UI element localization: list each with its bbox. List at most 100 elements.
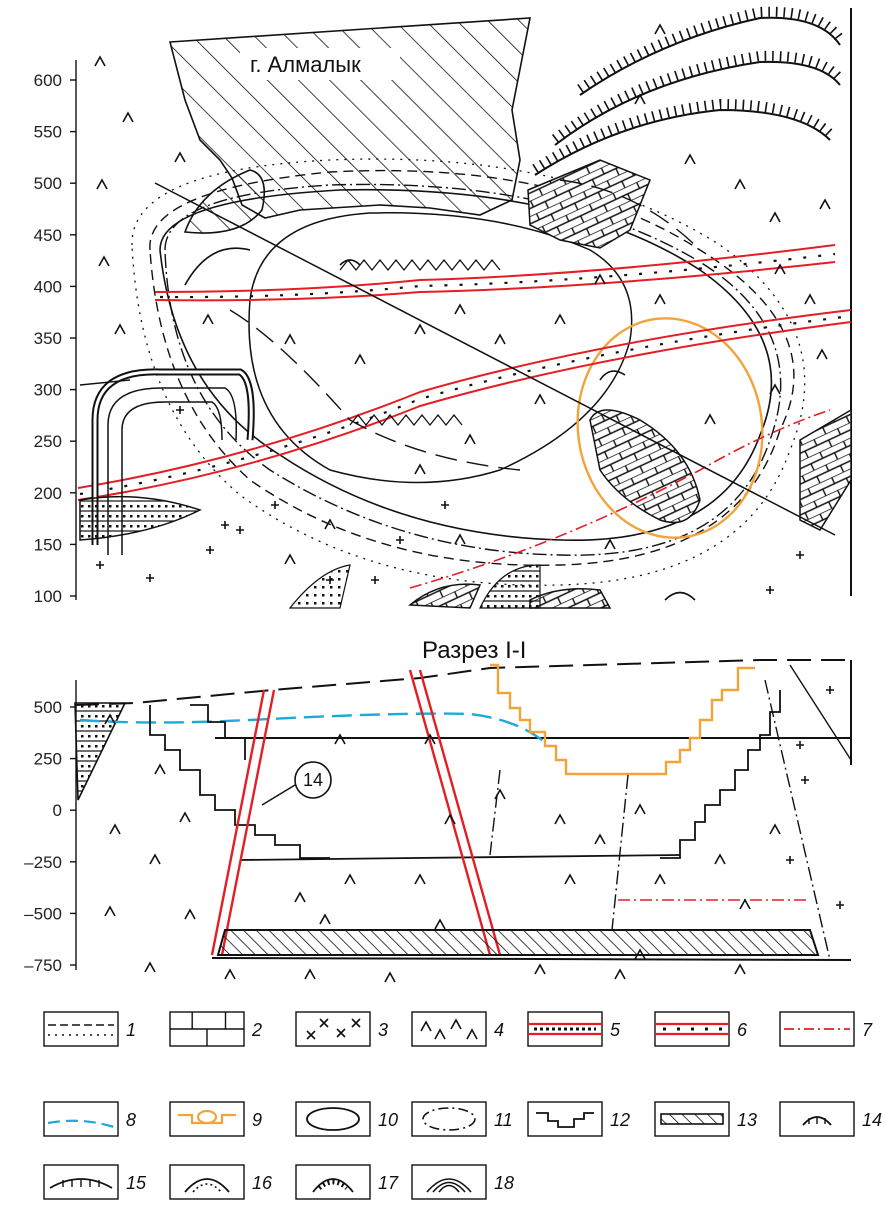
legend-number: 15 (126, 1173, 147, 1193)
section-dashdot-3 (764, 679, 831, 961)
caret-symbol (774, 263, 786, 275)
legend-box (43, 1011, 119, 1047)
legend-item-7: 7 (779, 1011, 873, 1047)
caret-symbol (634, 803, 646, 815)
map-panel: 600 550 500 450 400 350 300 250 200 150 100 г. Алм… (34, 6, 852, 609)
section-hatched-band (216, 929, 820, 956)
dash-dot-ellipse (164, 183, 782, 556)
arc-hachured-2-ticks (577, 6, 845, 94)
cross-symbol (96, 561, 104, 569)
caret-symbol (769, 211, 781, 223)
legend-number: 3 (378, 1020, 388, 1040)
cross-symbol (236, 526, 244, 534)
caret-symbol (450, 1018, 462, 1030)
legend-symbol (47, 1119, 115, 1129)
caret-symbol (594, 833, 606, 845)
caret-symbol (114, 323, 126, 335)
section-y-tick-label: 0 (53, 801, 62, 820)
small-arc-4 (664, 591, 696, 601)
legend-number: 17 (378, 1173, 399, 1193)
callout-label: 14 (303, 770, 323, 790)
caret-symbol (149, 853, 161, 865)
legend-item-14: 14 (779, 1101, 882, 1137)
caret-symbol (534, 963, 546, 975)
cross-symbol (221, 521, 229, 529)
cross-symbol (826, 686, 834, 694)
cross-symbol (441, 501, 449, 509)
map-symbols (94, 23, 831, 594)
red-fault-lower-dots (79, 314, 852, 496)
legend-item-15: 15 (43, 1164, 147, 1200)
section-y-tick-label: –750 (24, 956, 62, 975)
section-line (154, 182, 836, 536)
red-fault-upper-a (154, 244, 836, 293)
arc-hachured-1 (554, 60, 841, 146)
caret-symbol (122, 111, 134, 123)
caret-symbol (414, 873, 426, 885)
section-y-tick-label: 250 (34, 750, 62, 769)
legend-number: 16 (252, 1173, 273, 1193)
caret-symbol (714, 853, 726, 865)
caret-symbol (414, 463, 426, 475)
caret-symbol (284, 553, 296, 565)
legend-symbol (438, 1184, 460, 1193)
caret-symbol (734, 963, 746, 975)
dotted-patch-2 (479, 564, 541, 609)
caret-symbol (684, 153, 696, 165)
caret-symbol (184, 908, 196, 920)
section-red-fault-left (210, 689, 276, 956)
caret-symbol (224, 968, 236, 980)
dotted-patch-1 (288, 564, 351, 609)
legend-symbol (422, 1107, 476, 1131)
caret-symbol (202, 313, 214, 325)
section-solid-diag (789, 664, 852, 761)
section-y-tick-label: –250 (24, 853, 62, 872)
callout-leader (261, 784, 296, 806)
city-label-bg (240, 48, 400, 80)
caret-symbol (804, 293, 816, 305)
caret-symbol (819, 198, 831, 210)
map-y-tick-label: 300 (34, 381, 62, 400)
water-table (79, 712, 549, 746)
caret-symbol (319, 913, 331, 925)
caret-symbol (769, 823, 781, 835)
legend-box (411, 1101, 487, 1137)
legend-number: 2 (251, 1020, 262, 1040)
limestone-block-right (799, 408, 852, 531)
cross-symbol (206, 546, 214, 554)
caret-symbol (444, 813, 456, 825)
legend-number: 18 (494, 1173, 514, 1193)
map-y-tick-label: 200 (34, 484, 62, 503)
caret-symbol (739, 898, 751, 910)
caret-symbol (634, 948, 646, 960)
caret-symbol (564, 873, 576, 885)
caret-symbol (109, 823, 121, 835)
map-y-tick-label: 600 (34, 71, 62, 90)
legend-item-10: 10 (295, 1101, 398, 1137)
legend-box (295, 1011, 371, 1047)
cross-symbol (836, 901, 844, 909)
section-dotted-wedge (74, 702, 127, 801)
legend-number: 5 (610, 1020, 621, 1040)
caret-symbol (434, 918, 446, 930)
section-y-axis: 500 250 0 –250 –500 –750 (24, 680, 77, 975)
caret-symbol (174, 151, 186, 163)
caret-symbol (144, 961, 156, 973)
caret-symbol (654, 873, 666, 885)
limestone-block-bottom-2 (529, 588, 612, 609)
legend-symbol (536, 1112, 594, 1128)
legend-item-12: 12 (527, 1101, 630, 1137)
map-y-tick-label: 100 (34, 587, 62, 606)
caret-symbol (654, 23, 666, 35)
caret-symbol (414, 323, 426, 335)
cross-symbol (801, 776, 809, 784)
arc-hachured-2 (579, 16, 841, 96)
upper-long-dash (559, 179, 701, 251)
map-y-tick-label: 350 (34, 329, 62, 348)
caret-symbol (614, 968, 626, 980)
caret-symbol (434, 1028, 446, 1040)
small-arc-2 (339, 259, 361, 266)
orange-pit-contour (576, 317, 764, 539)
